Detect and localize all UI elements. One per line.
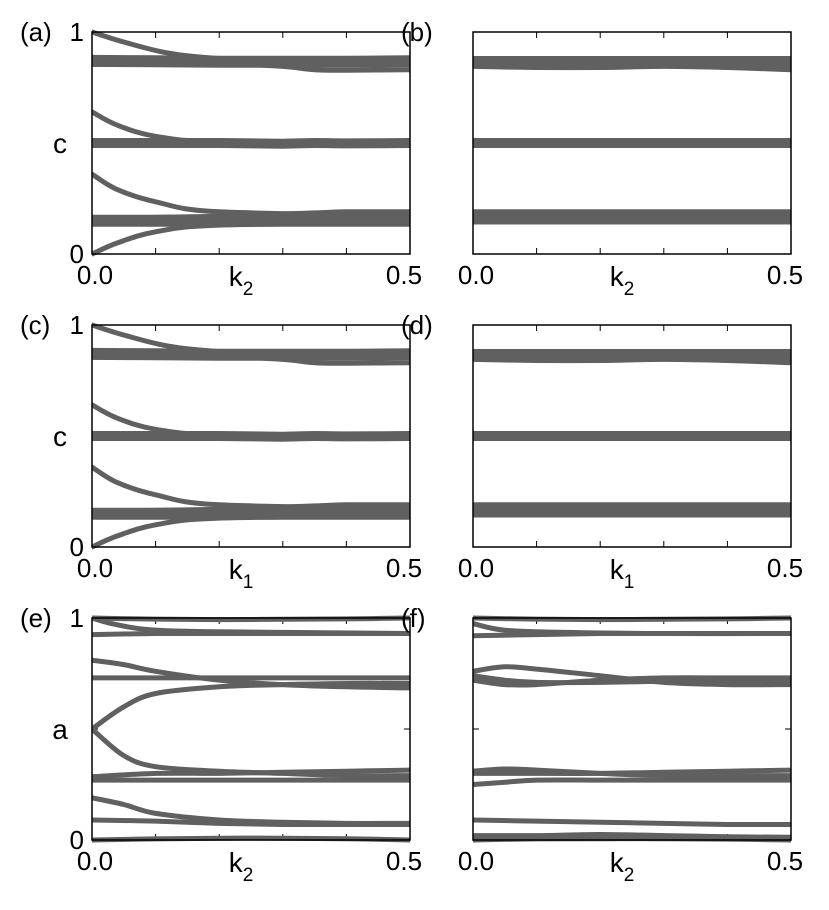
x-tick-label: 0.0 (458, 553, 494, 583)
x-tick-label: 0.5 (386, 846, 422, 876)
x-axis-label-base: k (610, 554, 625, 585)
series-line-11 (92, 817, 410, 828)
x-tick-label: 0.0 (458, 846, 494, 876)
plot-frame (91, 324, 411, 548)
y-tick-label: 1 (70, 17, 84, 47)
y-axis-label: a (52, 714, 68, 745)
x-axis-label: k1 (610, 554, 635, 593)
panel-label: (c) (20, 310, 50, 340)
x-axis-label-subscript: 2 (243, 279, 254, 300)
series-line-4 (473, 664, 791, 688)
x-tick-label: 0.5 (386, 260, 422, 290)
series-line-10 (473, 817, 791, 828)
x-axis-label: k2 (610, 261, 635, 300)
plot-frame (472, 31, 792, 255)
x-axis-label-subscript: 1 (243, 572, 254, 593)
x-axis-label: k1 (229, 554, 254, 593)
panel-label: (f) (401, 603, 426, 633)
panel-d: (d) 0.0 0.5 k1 (401, 310, 803, 593)
panel-a: (a) 0 1 c 0.0 0.5 k2 (20, 17, 422, 300)
series-line-12 (92, 835, 410, 843)
y-axis-label: c (53, 421, 67, 452)
x-tick-label: 0.0 (77, 553, 113, 583)
y-tick-label: 0 (70, 532, 84, 562)
series-line-9 (92, 220, 410, 257)
x-axis-label: k2 (229, 261, 254, 300)
series-line-3 (473, 630, 791, 639)
series-line-6 (92, 464, 410, 511)
plot-frame (91, 31, 411, 255)
series-group (92, 615, 410, 843)
series-line-5 (92, 137, 410, 149)
x-tick-label: 0.0 (77, 260, 113, 290)
series-line-5 (92, 680, 410, 732)
series-group (473, 56, 791, 225)
x-axis-label-subscript: 2 (624, 279, 635, 300)
series-line-1 (473, 615, 791, 623)
series-line-9 (92, 513, 410, 550)
panel-f: (f) 0.0 0.5 k2 (401, 603, 803, 886)
series-line-3 (92, 353, 410, 366)
panel-label: (e) (20, 603, 52, 633)
plot-frame (91, 617, 411, 841)
y-axis-label: c (53, 128, 67, 159)
series-group (92, 29, 410, 257)
x-axis-label-base: k (229, 261, 244, 292)
plot-frame (472, 324, 792, 548)
panel-label: (b) (401, 17, 433, 47)
y-tick-label: 0 (70, 239, 84, 269)
x-tick-label: 0.5 (386, 553, 422, 583)
panel-b: (b) 0.0 0.5 k2 (401, 17, 803, 300)
series-line-6 (473, 675, 791, 688)
x-tick-label: 0.0 (77, 846, 113, 876)
series-line-8 (473, 767, 791, 776)
x-tick-label: 0.5 (767, 846, 803, 876)
plot-frame (472, 617, 792, 841)
x-axis-label: k2 (610, 847, 635, 886)
x-tick-label: 0.5 (767, 260, 803, 290)
y-tick-label: 1 (70, 603, 84, 633)
series-group (92, 322, 410, 550)
series-line-3 (92, 60, 410, 73)
panel-label: (a) (20, 17, 52, 47)
series-line-8 (92, 767, 410, 780)
x-axis-label-subscript: 2 (624, 865, 635, 886)
x-tick-label: 0.0 (458, 260, 494, 290)
x-axis-label-subscript: 1 (624, 572, 635, 593)
panel-label: (d) (401, 310, 433, 340)
series-group (473, 349, 791, 518)
x-axis-label-base: k (229, 847, 244, 878)
series-line-5 (92, 430, 410, 442)
y-tick-label: 1 (70, 310, 84, 340)
x-tick-label: 0.5 (767, 553, 803, 583)
x-axis-label-base: k (610, 261, 625, 292)
series-line-2 (92, 347, 410, 361)
series-group (473, 615, 791, 843)
x-axis-label-base: k (610, 847, 625, 878)
x-axis-label-subscript: 2 (243, 865, 254, 886)
series-line-2 (92, 54, 410, 68)
panel-e: (e) 0 1 a 0.0 0.5 k2 (20, 603, 422, 886)
series-line-9 (473, 777, 791, 787)
y-tick-label: 0 (70, 825, 84, 855)
series-line-3 (92, 630, 410, 638)
series-line-1 (92, 615, 410, 623)
x-axis-label: k2 (229, 847, 254, 886)
x-axis-label-base: k (229, 554, 244, 585)
series-line-12 (473, 836, 791, 843)
series-line-6 (92, 171, 410, 218)
